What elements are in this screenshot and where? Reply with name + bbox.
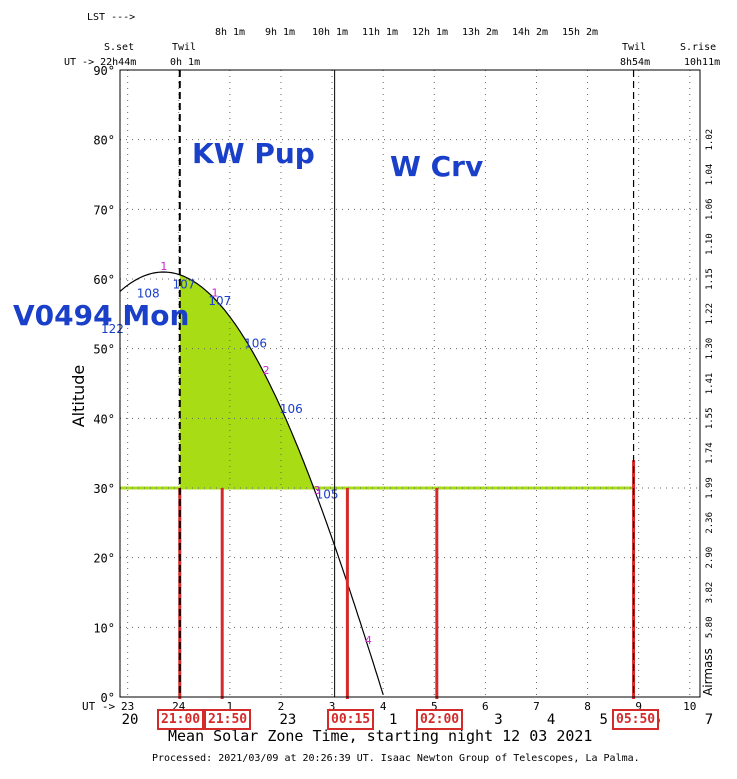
y-tick-label: 90° (93, 64, 115, 78)
x-tick-ut: 7 (533, 700, 540, 713)
x-tick-ut: 6 (482, 700, 489, 713)
time-box-3: 00:15 (327, 709, 375, 730)
observable-region-fill (120, 274, 634, 490)
airmass-tick: 5.80 (705, 616, 715, 638)
position-angle-label: 106 (244, 336, 267, 350)
x-tick-ut: 10 (683, 700, 696, 713)
x-axis-title: Mean Solar Zone Time, starting night 12 … (168, 727, 593, 745)
series-label-v0494-mon: V0494 Mon (13, 299, 190, 332)
x-tick-local: 7 (705, 712, 713, 728)
y-tick-label: 80° (93, 134, 115, 148)
position-angle-label: 107 (208, 294, 231, 308)
airmass-tick: 1.22 (705, 303, 715, 325)
y-tick-label: 10° (93, 621, 115, 635)
twilight-start-time: 0h 1m (170, 57, 200, 68)
x-tick-lst: 9h 1m (265, 27, 295, 38)
x-tick-ut: 3 (329, 700, 336, 713)
airmass-tick: 2.90 (705, 547, 715, 569)
y-tick-label: 50° (93, 343, 115, 357)
airmass-tick: 3.82 (705, 582, 715, 604)
series-label-w-crv: W Crv (390, 150, 484, 183)
x-tick-local: 1 (389, 712, 397, 728)
x-tick-local: 20 (122, 712, 139, 728)
airmass-tick: 1.15 (705, 268, 715, 290)
position-angle-label: 105 (316, 487, 339, 501)
airmass-tick: 1.06 (705, 198, 715, 220)
position-angle-label: 107 (173, 277, 196, 291)
x-tick-lst: 14h 2m (512, 27, 548, 38)
airmass-tick: 1.74 (705, 442, 715, 464)
hour-mark: 2 (263, 364, 270, 377)
hour-mark: 4 (365, 634, 372, 647)
time-box-1: 21:00 (157, 709, 205, 730)
twilight-start-label: Twil (172, 42, 196, 53)
time-markers (178, 460, 636, 699)
time-box-2: 21:50 (204, 709, 252, 730)
y-tick-label: 60° (93, 273, 115, 287)
series-label-kw-pup: KW Pup (192, 137, 315, 170)
airmass-tick: 1.30 (705, 338, 715, 360)
sunset-label: S.set (104, 42, 134, 53)
time-box-5: 05:50 (612, 709, 660, 730)
sunrise-label: S.rise (680, 42, 716, 53)
x-tick-ut: 23 (121, 700, 134, 713)
position-angle-label: 108 (137, 287, 160, 301)
hour-mark: 1 (160, 260, 167, 273)
position-angle-label: 122 (101, 322, 124, 336)
x-tick-ut: 8 (584, 700, 591, 713)
x-tick-lst: 10h 1m (312, 27, 348, 38)
observable-fill (179, 274, 634, 488)
y-axis-title: Altitude (69, 365, 88, 428)
x-tick-local: 4 (547, 712, 555, 728)
altitude-curves: 1211211211561561561571571581581221081071… (101, 260, 384, 695)
altitude-curve-v0494-mon (119, 271, 384, 695)
x-tick-ut: 2 (278, 700, 285, 713)
x-tick-ut: 4 (380, 700, 387, 713)
y-tick-label: 70° (93, 203, 115, 217)
twilight-end-label: Twil (622, 42, 646, 53)
airmass-tick: 1.04 (705, 164, 715, 186)
twilight-end-time: 8h54m (620, 57, 650, 68)
x-tick-local: 3 (494, 712, 502, 728)
x-tick-lst: 11h 1m (362, 27, 398, 38)
x-tick-lst: 12h 1m (412, 27, 448, 38)
airmass-tick: 1.10 (705, 233, 715, 255)
airmass-tick: 1.41 (705, 373, 715, 395)
x-tick-local: 23 (279, 712, 296, 728)
x-tick-local: 5 (599, 712, 607, 728)
footer-text: Processed: 2021/03/09 at 20:26:39 UT. Is… (152, 753, 640, 764)
airmass-title: Airmass (701, 648, 715, 696)
hour-mark: 3 (314, 484, 321, 497)
x-tick-ut: 9 (635, 700, 642, 713)
airmass-tick: 2.36 (705, 512, 715, 534)
plot-frame (119, 69, 701, 698)
y-tick-label: 20° (93, 552, 115, 566)
y-tick-label: 40° (93, 412, 115, 426)
y-tick-label: 30° (93, 482, 115, 496)
x-tick-ut: 5 (431, 700, 438, 713)
airmass-tick: 1.55 (705, 407, 715, 429)
position-angle-label: 106 (280, 402, 303, 416)
lst-header: LST ---> (87, 12, 135, 23)
x-tick-lst: 8h 1m (215, 27, 245, 38)
time-box-4: 02:00 (416, 709, 464, 730)
x-tick-lst: 13h 2m (462, 27, 498, 38)
y-tick-label: 0° (101, 691, 115, 705)
sunset-time: UT -> 22h44m (64, 57, 136, 68)
sunrise-time: 10h11m (684, 57, 720, 68)
airmass-tick: 1.02 (705, 129, 715, 151)
ut-header: UT -> (82, 700, 115, 713)
x-tick-ut: 1 (227, 700, 234, 713)
x-tick-lst: 15h 2m (562, 27, 598, 38)
hour-mark: 1 (212, 287, 219, 300)
airmass-tick: 1.99 (705, 477, 715, 499)
